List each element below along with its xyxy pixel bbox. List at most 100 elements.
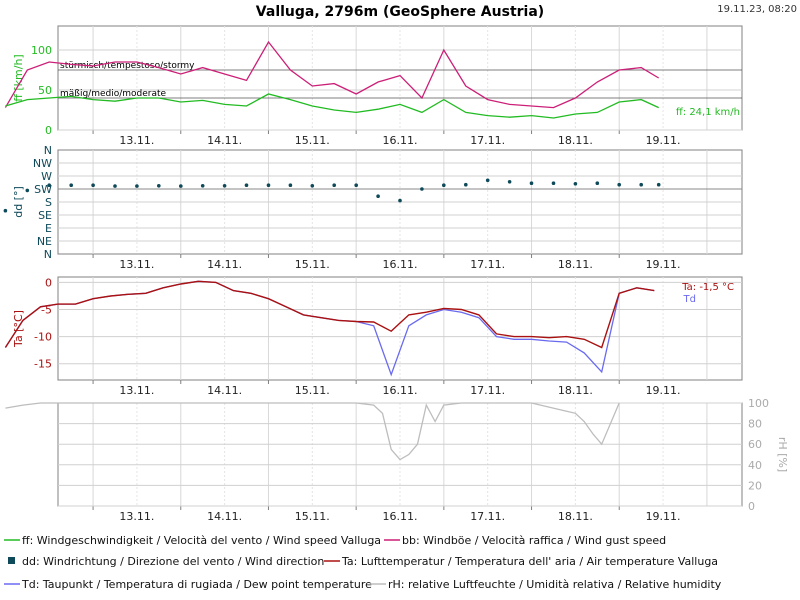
temperature-y-tick-label: -5 — [41, 304, 52, 317]
humidity-y-tick-label: 80 — [748, 418, 762, 431]
series-direction-point — [179, 184, 183, 188]
series-direction-point — [200, 184, 205, 188]
series-direction-point — [69, 183, 73, 187]
direction-y-tick-label: W — [41, 170, 52, 183]
wind-current-label: ff: 24,1 km/h — [676, 107, 740, 118]
series-direction-point — [376, 194, 380, 198]
temperature-x-tick-label: 13.11. — [119, 384, 154, 397]
series-gust-line — [4, 40, 660, 109]
direction-x-tick-label: 15.11. — [295, 258, 330, 271]
direction-y-axis-label: dd [°] — [12, 186, 25, 218]
series-direction-point — [244, 183, 249, 187]
humidity-y-tick-label: 0 — [748, 500, 755, 513]
series-direction-point — [595, 181, 600, 185]
humidity-x-tick-label: 19.11. — [646, 510, 681, 523]
direction-x-tick-label: 18.11. — [558, 258, 593, 271]
panels: 13.11. 14.11. 15.11. 16.11. 17.11. 18.11. 19.1… — [3, 25, 789, 523]
direction-y-tick-label: N — [44, 144, 52, 157]
temperature-x-tick-label: 14.11. — [207, 384, 242, 397]
direction-x-tick-label: 13.11. — [119, 258, 154, 271]
temperature-y-tick-label: -15 — [34, 358, 52, 371]
humidity-x-tick-label: 16.11. — [383, 510, 418, 523]
series-direction-point — [91, 183, 95, 187]
series-wind-line — [5, 93, 659, 119]
direction-y-tick-label: NE — [37, 235, 52, 248]
series-direction-point — [420, 187, 424, 191]
wind-y-tick-label: 50 — [38, 84, 52, 97]
series-direction-point — [288, 183, 293, 187]
series-direction-point — [354, 183, 359, 187]
series-direction-point — [47, 183, 51, 187]
direction-x-tick-label: 16.11. — [383, 258, 418, 271]
wind-x-tick-label: 13.11. — [119, 134, 154, 147]
legend-label: dd: Windrichtung / Direzione del vento /… — [22, 555, 324, 568]
direction-y-tick-label: NW — [33, 157, 52, 170]
dewpoint-label: Td — [683, 294, 696, 305]
wind-x-tick-label: 14.11. — [207, 134, 242, 147]
wind-x-tick-label: 19.11. — [646, 134, 681, 147]
humidity-x-tick-label: 13.11. — [119, 510, 154, 523]
temperature-x-tick-label: 18.11. — [558, 384, 593, 397]
legend-label: Td: Taupunkt / Temperatura di rugiada / … — [21, 578, 372, 591]
series-direction-point — [332, 183, 337, 187]
series-direction-point — [551, 181, 556, 185]
temperature-y-axis-label: Ta [°C] — [12, 310, 25, 348]
wind-x-tick-label: 16.11. — [383, 134, 418, 147]
humidity-y-tick-label: 20 — [748, 479, 762, 492]
legend-label: bb: Windböe / Velocità raffica / Wind gu… — [402, 534, 666, 547]
temperature-x-tick-label: 17.11. — [470, 384, 505, 397]
direction-x-tick-label: 14.11. — [207, 258, 242, 271]
direction-y-tick-label: N — [44, 248, 52, 261]
legend-swatch — [8, 557, 15, 564]
humidity-y-axis-label: rH [%] — [776, 437, 789, 472]
temperature-x-tick-label: 16.11. — [383, 384, 418, 397]
series-direction-point — [573, 182, 578, 186]
series-direction-point — [656, 182, 661, 187]
series-direction-point — [25, 188, 30, 193]
temperature-x-tick-label: 15.11. — [295, 384, 330, 397]
series-direction-point — [310, 184, 315, 188]
series-direction-point — [464, 182, 468, 187]
series-direction-point — [485, 178, 490, 183]
humidity-y-tick-label: 60 — [748, 438, 762, 451]
temperature-y-tick-label: 0 — [45, 276, 52, 289]
temperature-current-label: Ta: -1,5 °C — [681, 282, 734, 293]
humidity-frame — [57, 402, 743, 507]
direction-y-tick-label: SE — [38, 209, 52, 222]
series-humidity-line — [5, 402, 620, 461]
series-temperature-line — [4, 280, 655, 349]
temperature-frame — [57, 276, 743, 381]
humidity-y-tick-label: 40 — [748, 459, 762, 472]
wind-x-tick-label: 15.11. — [295, 134, 330, 147]
series-direction-point — [442, 183, 446, 187]
legend-label: Ta: Lufttemperatur / Temperatura dell' a… — [341, 555, 718, 568]
series-direction-point — [157, 184, 161, 188]
series-direction-point — [135, 184, 139, 188]
humidity-x-tick-label: 18.11. — [558, 510, 593, 523]
wind-x-tick-label: 18.11. — [558, 134, 593, 147]
direction-y-tick-label: S — [45, 196, 52, 209]
series-direction-point — [617, 182, 621, 187]
direction-x-tick-label: 17.11. — [470, 258, 505, 271]
series-direction-point — [529, 181, 534, 185]
legend-label: rH: relative Luftfeuchte / Umidità relat… — [388, 578, 722, 591]
series-direction-point — [398, 198, 402, 203]
series-direction-point — [113, 184, 117, 188]
legend-label: ff: Windgeschwindigkeit / Velocità del v… — [22, 534, 381, 547]
wind-threshold-label: stürmisch/tempestoso/stormy — [60, 61, 195, 71]
series-direction-point — [222, 184, 227, 188]
wind-threshold-label: mäßig/medio/moderate — [60, 89, 167, 99]
direction-y-tick-label: E — [45, 222, 52, 235]
direction-y-tick-label: SW — [34, 183, 52, 196]
humidity-x-tick-label: 15.11. — [295, 510, 330, 523]
humidity-x-tick-label: 17.11. — [470, 510, 505, 523]
temperature-x-tick-label: 19.11. — [646, 384, 681, 397]
direction-x-tick-label: 19.11. — [646, 258, 681, 271]
wind-x-tick-label: 17.11. — [470, 134, 505, 147]
wind-y-tick-label: 100 — [31, 44, 52, 57]
series-direction-point — [266, 183, 271, 187]
timestamp: 19.11.23, 08:20 — [717, 4, 797, 15]
chart-title: Valluga, 2796m (GeoSphere Austria) — [256, 4, 544, 20]
humidity-y-tick-label: 100 — [748, 397, 769, 410]
